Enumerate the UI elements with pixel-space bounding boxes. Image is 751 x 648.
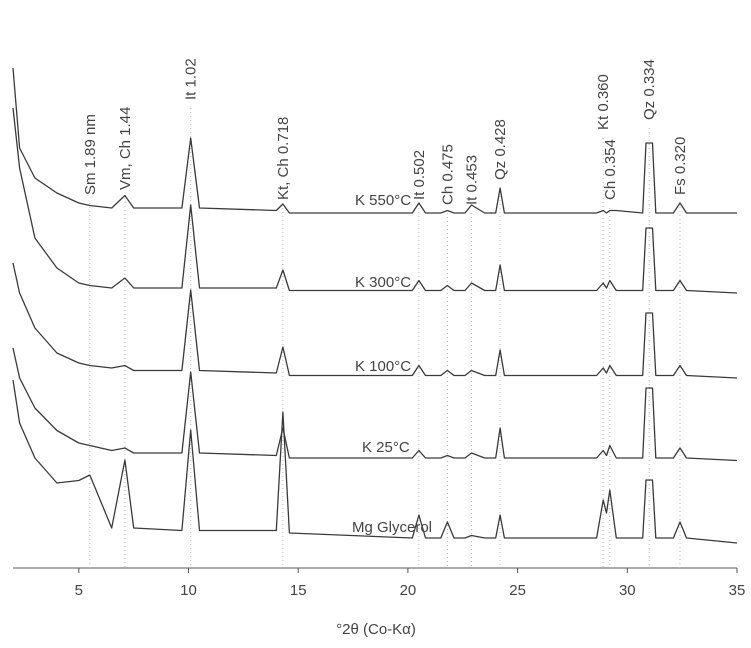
x-tick-label: 5 xyxy=(75,582,83,599)
x-axis-label: °2θ (Co-Kα) xyxy=(336,621,416,638)
xrd-trace xyxy=(12,262,738,379)
trace-label: K 550°C xyxy=(355,192,411,209)
trace-label: K 100°C xyxy=(355,358,411,375)
peak-label: Vm, Ch 1.44 xyxy=(117,107,134,190)
peak-label: Ch 0.354 xyxy=(602,139,619,200)
peak-label: Qz 0.428 xyxy=(492,119,509,180)
peak-label: Kt, Ch 0.718 xyxy=(275,117,292,200)
trace-label: Mg Glycerol xyxy=(352,519,432,536)
peak-label: Fs 0.320 xyxy=(672,137,689,195)
trace-label: K 300°C xyxy=(355,274,411,291)
xrd-trace xyxy=(12,67,737,214)
peak-label: It 1.02 xyxy=(183,58,200,100)
xrd-trace xyxy=(12,379,738,544)
peak-label: Sm 1.89 nm xyxy=(82,114,99,195)
xrd-trace xyxy=(12,107,738,294)
peak-label: It 0.453 xyxy=(464,155,481,205)
x-tick-label: 30 xyxy=(619,582,636,599)
x-tick-label: 15 xyxy=(290,582,307,599)
x-tick-label: 10 xyxy=(180,582,197,599)
x-tick-label: 25 xyxy=(509,582,526,599)
peak-label: Ch 0.475 xyxy=(439,144,456,205)
peak-label: Kt 0.360 xyxy=(595,74,612,130)
peak-label: It 0.502 xyxy=(411,150,428,200)
trace-label: K 25°C xyxy=(362,439,410,456)
x-tick-label: 20 xyxy=(400,582,417,599)
xrd-trace xyxy=(12,347,738,462)
x-tick-label: 35 xyxy=(729,582,746,599)
peak-label: Qz 0.334 xyxy=(641,59,658,120)
